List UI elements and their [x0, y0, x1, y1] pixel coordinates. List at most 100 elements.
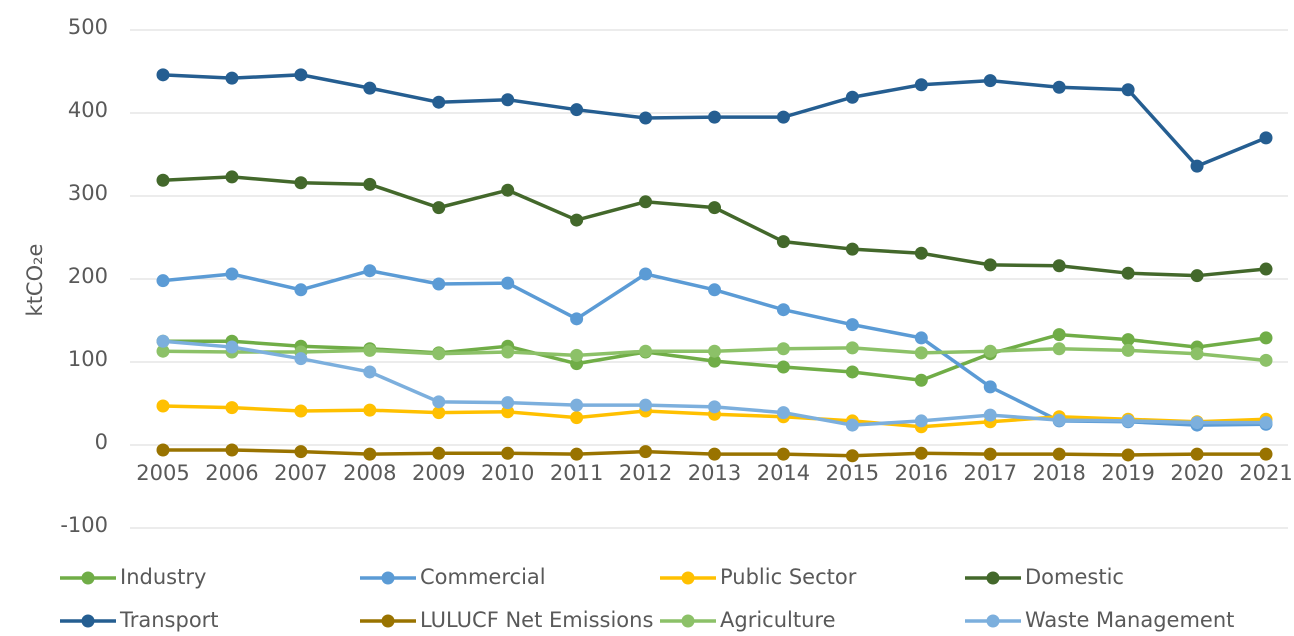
data-point: [501, 446, 515, 460]
data-point: [708, 110, 721, 124]
data-point: [156, 68, 170, 82]
data-point: [294, 352, 308, 366]
data-point: [225, 401, 239, 415]
data-point: [914, 373, 928, 387]
data-point: [639, 111, 653, 125]
x-tick-label: 2018: [1032, 461, 1085, 485]
data-point: [432, 347, 446, 361]
data-point: [1259, 331, 1273, 345]
legend-marker: [986, 571, 1000, 585]
data-point: [1121, 83, 1135, 97]
data-point: [432, 201, 446, 215]
legend-marker: [81, 571, 95, 585]
y-axis-label: ktCO₂e: [23, 244, 47, 317]
data-point: [983, 74, 997, 88]
data-point: [1121, 414, 1135, 428]
x-tick-label: 2008: [343, 461, 396, 485]
data-point: [776, 360, 790, 374]
data-point: [845, 449, 859, 463]
data-point: [1121, 333, 1135, 347]
data-point: [501, 93, 515, 107]
data-point: [225, 170, 239, 184]
x-tick-label: 2014: [757, 461, 810, 485]
data-point: [1052, 80, 1066, 94]
data-point: [294, 283, 308, 297]
data-point: [156, 399, 170, 413]
data-point: [570, 398, 584, 412]
y-tick-label: 400: [68, 98, 108, 122]
legend-label: Agriculture: [720, 608, 836, 632]
data-point: [1190, 159, 1204, 173]
data-point: [776, 447, 790, 461]
legend-label: Waste Management: [1025, 608, 1234, 632]
legend-marker: [681, 571, 695, 585]
data-point: [1259, 131, 1273, 145]
x-tick-label: 2009: [412, 461, 465, 485]
data-point: [432, 277, 446, 291]
data-point: [1052, 259, 1066, 273]
data-point: [776, 303, 790, 317]
data-point: [432, 95, 446, 109]
legend-marker: [81, 614, 95, 628]
data-point: [845, 242, 859, 256]
data-point: [363, 403, 377, 417]
data-point: [914, 331, 928, 345]
data-point: [914, 446, 928, 460]
data-point: [1190, 447, 1204, 461]
data-point: [983, 447, 997, 461]
data-point: [156, 443, 170, 457]
legend-label: Transport: [119, 608, 219, 632]
data-point: [363, 81, 377, 95]
x-tick-label: 2007: [274, 461, 327, 485]
data-point: [501, 396, 515, 410]
legend-label: Commercial: [420, 565, 546, 589]
data-point: [1259, 416, 1273, 430]
data-point: [776, 110, 790, 124]
data-point: [1259, 262, 1273, 276]
series-line: [162, 175, 1267, 278]
data-point: [983, 408, 997, 422]
data-point: [845, 418, 859, 432]
data-point: [225, 340, 239, 354]
data-point: [570, 411, 584, 425]
data-point: [1121, 448, 1135, 462]
data-point: [432, 406, 446, 420]
data-point: [983, 258, 997, 272]
data-point: [845, 318, 859, 332]
data-point: [294, 445, 308, 459]
data-point: [432, 395, 446, 409]
data-point: [156, 274, 170, 288]
data-point: [708, 201, 721, 215]
data-point: [570, 213, 584, 227]
y-tick-label: 500: [68, 15, 108, 39]
data-point: [1190, 269, 1204, 283]
data-point: [501, 345, 515, 359]
data-point: [225, 267, 239, 281]
data-point: [1259, 447, 1273, 461]
data-point: [225, 443, 239, 457]
data-point: [570, 103, 584, 117]
data-point: [1190, 347, 1204, 361]
x-tick-label: 2012: [619, 461, 672, 485]
legend-label: Public Sector: [720, 565, 857, 589]
data-point: [225, 71, 239, 85]
data-point: [708, 400, 721, 414]
data-point: [156, 334, 170, 348]
y-tick-label: 300: [68, 181, 108, 205]
data-point: [570, 348, 584, 362]
legend-label: Industry: [120, 565, 206, 589]
data-point: [294, 404, 308, 418]
data-point: [845, 365, 859, 379]
data-point: [363, 343, 377, 357]
data-point: [776, 235, 790, 249]
y-tick-label: 200: [68, 264, 108, 288]
data-point: [1052, 342, 1066, 356]
data-point: [294, 176, 308, 190]
data-point: [501, 276, 515, 290]
x-tick-label: 2021: [1239, 461, 1292, 485]
data-point: [363, 447, 377, 461]
x-tick-label: 2010: [481, 461, 534, 485]
data-point: [363, 264, 377, 278]
data-point: [156, 344, 170, 358]
